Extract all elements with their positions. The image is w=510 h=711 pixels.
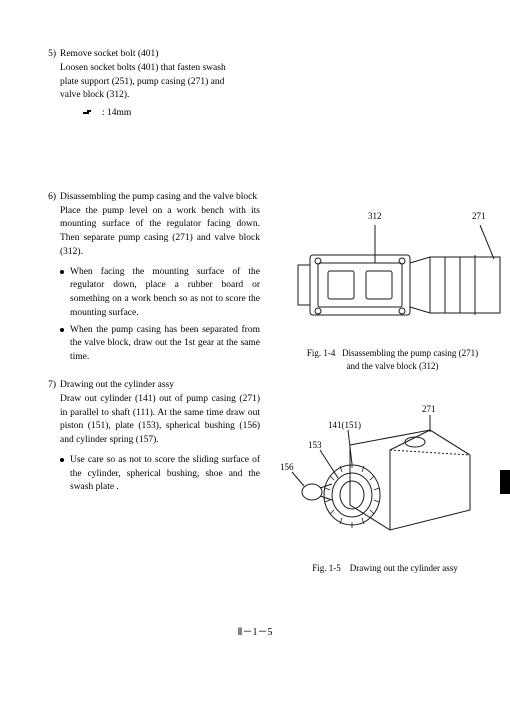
step-5-line2: plate support (251), pump casing (271) a… — [60, 76, 260, 90]
step-7-title: Drawing out the cylinder assy — [60, 379, 260, 393]
fig-1-4-caption: Fig. 1-4 Disassembling the pump casing (… — [280, 347, 505, 373]
fig2-label-141: 141(151) — [328, 420, 361, 430]
step-5: 5) Remove socket bolt (401) Loosen socke… — [42, 48, 472, 121]
figure-1-4: 312 271 Fig. 1-4 Disassembling the pump … — [280, 205, 505, 373]
step-7-bullet-1: Use care so as not to score the sliding … — [60, 454, 260, 495]
step-5-line3: valve block (312). — [60, 89, 260, 103]
step-5-num: 5) — [42, 48, 60, 62]
step-7-num: 7) — [42, 379, 60, 393]
page-tab — [500, 470, 510, 494]
step-5-title: Remove socket bolt (401) — [60, 48, 260, 62]
step-6-bullet-1: When facing the mounting surface of the … — [60, 266, 260, 321]
step-6-title: Disassembling the pump casing and the va… — [60, 191, 260, 205]
fig2-label-271: 271 — [422, 404, 436, 414]
tool-size: : 14mm — [102, 107, 131, 121]
step-6-num: 6) — [42, 191, 60, 205]
step-5-line1: Loosen socket bolts (401) that fasten sw… — [60, 62, 260, 76]
fig1-label-312: 312 — [368, 211, 382, 221]
fig-1-5-caption: Fig. 1-5 Drawing out the cylinder assy — [280, 562, 490, 575]
fig2-label-153: 153 — [308, 440, 322, 450]
page-number: Ⅱ－1－5 — [0, 626, 510, 641]
step-6-bullet-2: When the pump casing has been separated … — [60, 324, 260, 365]
step-6-body: Place the pump level on a work bench wit… — [60, 205, 260, 260]
step-7-body: Draw out cylinder (141) out of pump casi… — [60, 393, 260, 448]
fig1-label-271: 271 — [472, 211, 486, 221]
figure-1-5: 271 141(151) 153 156 Fig. 1-5 Drawing ou… — [280, 400, 490, 575]
wrench-icon — [82, 109, 98, 119]
fig2-label-156: 156 — [280, 462, 294, 472]
